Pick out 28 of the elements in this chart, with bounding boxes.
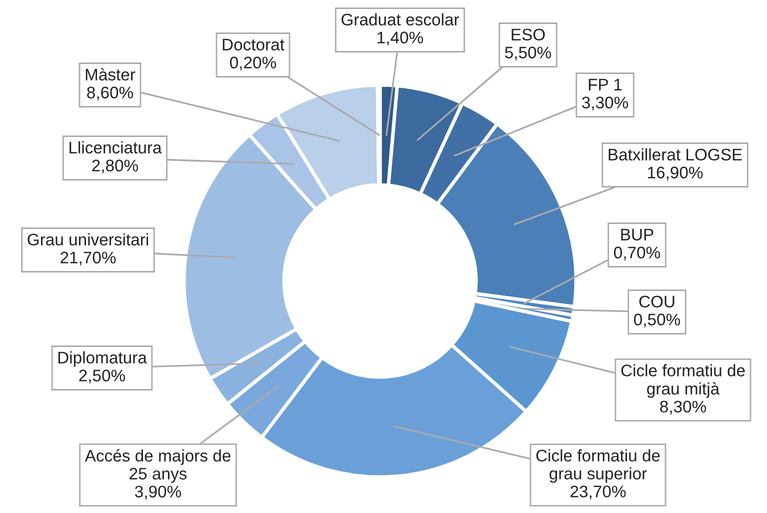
data-label: 21,70%: [60, 252, 116, 266]
data-label: 1,40%: [378, 32, 424, 46]
data-label: 16,90%: [648, 166, 703, 180]
slice-label: Diplomatura: [58, 351, 147, 367]
slice-label: Cicle formatiu de grau superior: [536, 449, 660, 483]
data-label: 0,70%: [614, 246, 660, 260]
data-label: 2,50%: [79, 370, 126, 384]
slice-label: Accés de majors de 25 anys: [84, 449, 230, 483]
slice-label: Doctorat: [222, 38, 284, 50]
data-label: 0,20%: [230, 56, 276, 70]
data-label: 0,50%: [634, 314, 680, 328]
slice-label: Batxillerat LOGSE: [608, 148, 742, 160]
slice-label: Llicenciatura: [70, 141, 162, 154]
slice-label: BUP: [621, 228, 654, 240]
slice-label: Cicle formatiu de grau mitjà: [621, 364, 745, 398]
slice-label: Graduat escolar: [342, 13, 460, 26]
data-label: 2,80%: [92, 160, 138, 174]
data-label: 23,70%: [570, 486, 626, 500]
data-label: 3,90%: [135, 486, 182, 500]
data-label: 3,30%: [582, 96, 628, 110]
slice-label: ESO: [512, 28, 545, 40]
slice-label: Màster: [86, 68, 136, 80]
data-label: 8,30%: [660, 400, 706, 415]
slice-label: Grau universitari: [28, 233, 148, 246]
data-label: 5,50%: [505, 46, 552, 60]
data-label: 8,60%: [87, 86, 134, 100]
slice-label: FP 1: [588, 78, 622, 90]
slice-label: COU: [639, 296, 674, 308]
